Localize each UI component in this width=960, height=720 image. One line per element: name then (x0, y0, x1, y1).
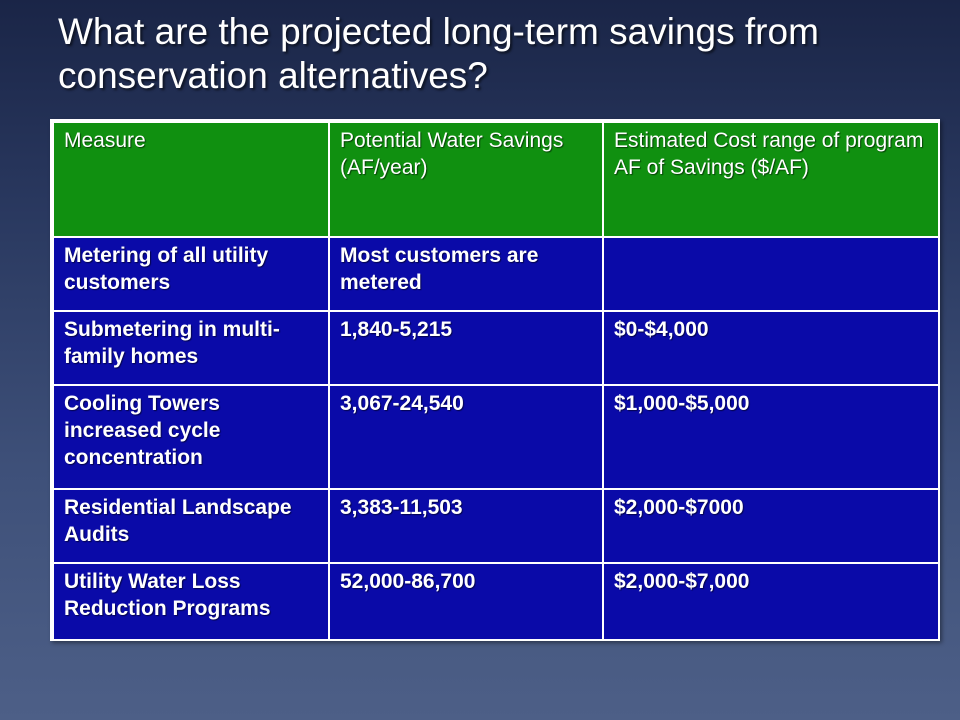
cell-cost: $0-$4,000 (602, 310, 940, 386)
table-row: Utility Water Loss Reduction Programs 52… (52, 562, 940, 641)
cell-savings: 3,067-24,540 (328, 384, 604, 490)
header-cell-cost: Estimated Cost range of program AF of Sa… (602, 121, 940, 238)
cell-cost: $1,000-$5,000 (602, 384, 940, 490)
table-row: Metering of all utility customers Most c… (52, 236, 940, 312)
table-row: Cooling Towers increased cycle concentra… (52, 384, 940, 490)
table-container: Measure Potential Water Savings (AF/year… (50, 119, 940, 641)
cell-measure: Cooling Towers increased cycle concentra… (52, 384, 330, 490)
cell-cost: $2,000-$7000 (602, 488, 940, 564)
cell-cost (602, 236, 940, 312)
table-header-row: Measure Potential Water Savings (AF/year… (52, 121, 940, 238)
cell-measure: Metering of all utility customers (52, 236, 330, 312)
conservation-savings-table: Measure Potential Water Savings (AF/year… (52, 121, 940, 641)
cell-measure: Utility Water Loss Reduction Programs (52, 562, 330, 641)
cell-savings: 3,383-11,503 (328, 488, 604, 564)
cell-savings: 52,000-86,700 (328, 562, 604, 641)
cell-measure: Submetering in multi-family homes (52, 310, 330, 386)
cell-savings: Most customers are metered (328, 236, 604, 312)
header-cell-savings: Potential Water Savings (AF/year) (328, 121, 604, 238)
slide-title: What are the projected long-term savings… (58, 11, 819, 96)
header-cell-measure: Measure (52, 121, 330, 238)
table-row: Residential Landscape Audits 3,383-11,50… (52, 488, 940, 564)
cell-savings: 1,840-5,215 (328, 310, 604, 386)
table-row: Submetering in multi-family homes 1,840-… (52, 310, 940, 386)
cell-measure: Residential Landscape Audits (52, 488, 330, 564)
cell-cost: $2,000-$7,000 (602, 562, 940, 641)
